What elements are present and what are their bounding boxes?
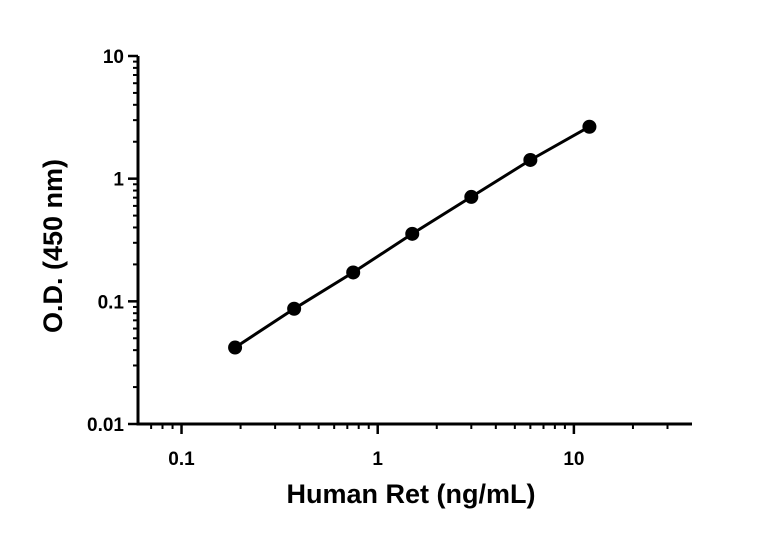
x-major-ticks — [180, 424, 576, 434]
y-axis-title: O.D. (450 nm) — [38, 159, 68, 333]
plot-series — [228, 119, 597, 355]
data-point — [582, 119, 597, 134]
y-major-ticks — [128, 54, 138, 426]
x-tick-label: 0.1 — [168, 449, 195, 470]
data-point — [523, 152, 538, 167]
y-tick-label: 1 — [113, 170, 124, 191]
x-tick-labels: 0.1 1 10 — [168, 449, 584, 470]
y-tick-label: 10 — [103, 47, 124, 68]
y-minor-ticks — [133, 60, 138, 389]
y-axis: 0.01 0.1 1 10 — [87, 47, 140, 436]
y-tick-label: 0.01 — [87, 415, 124, 436]
x-tick-label: 10 — [563, 449, 584, 470]
x-axis-title: Human Ret (ng/mL) — [287, 479, 536, 509]
data-point — [287, 301, 302, 316]
y-tick-labels: 0.01 0.1 1 10 — [87, 47, 124, 436]
data-point — [228, 340, 243, 355]
y-tick-label: 0.1 — [98, 292, 125, 313]
data-point — [346, 265, 361, 280]
data-point — [405, 226, 420, 241]
x-axis: 0.1 1 10 — [136, 422, 692, 470]
data-point — [464, 189, 479, 204]
x-minor-ticks — [150, 424, 669, 429]
x-tick-label: 1 — [372, 449, 383, 470]
